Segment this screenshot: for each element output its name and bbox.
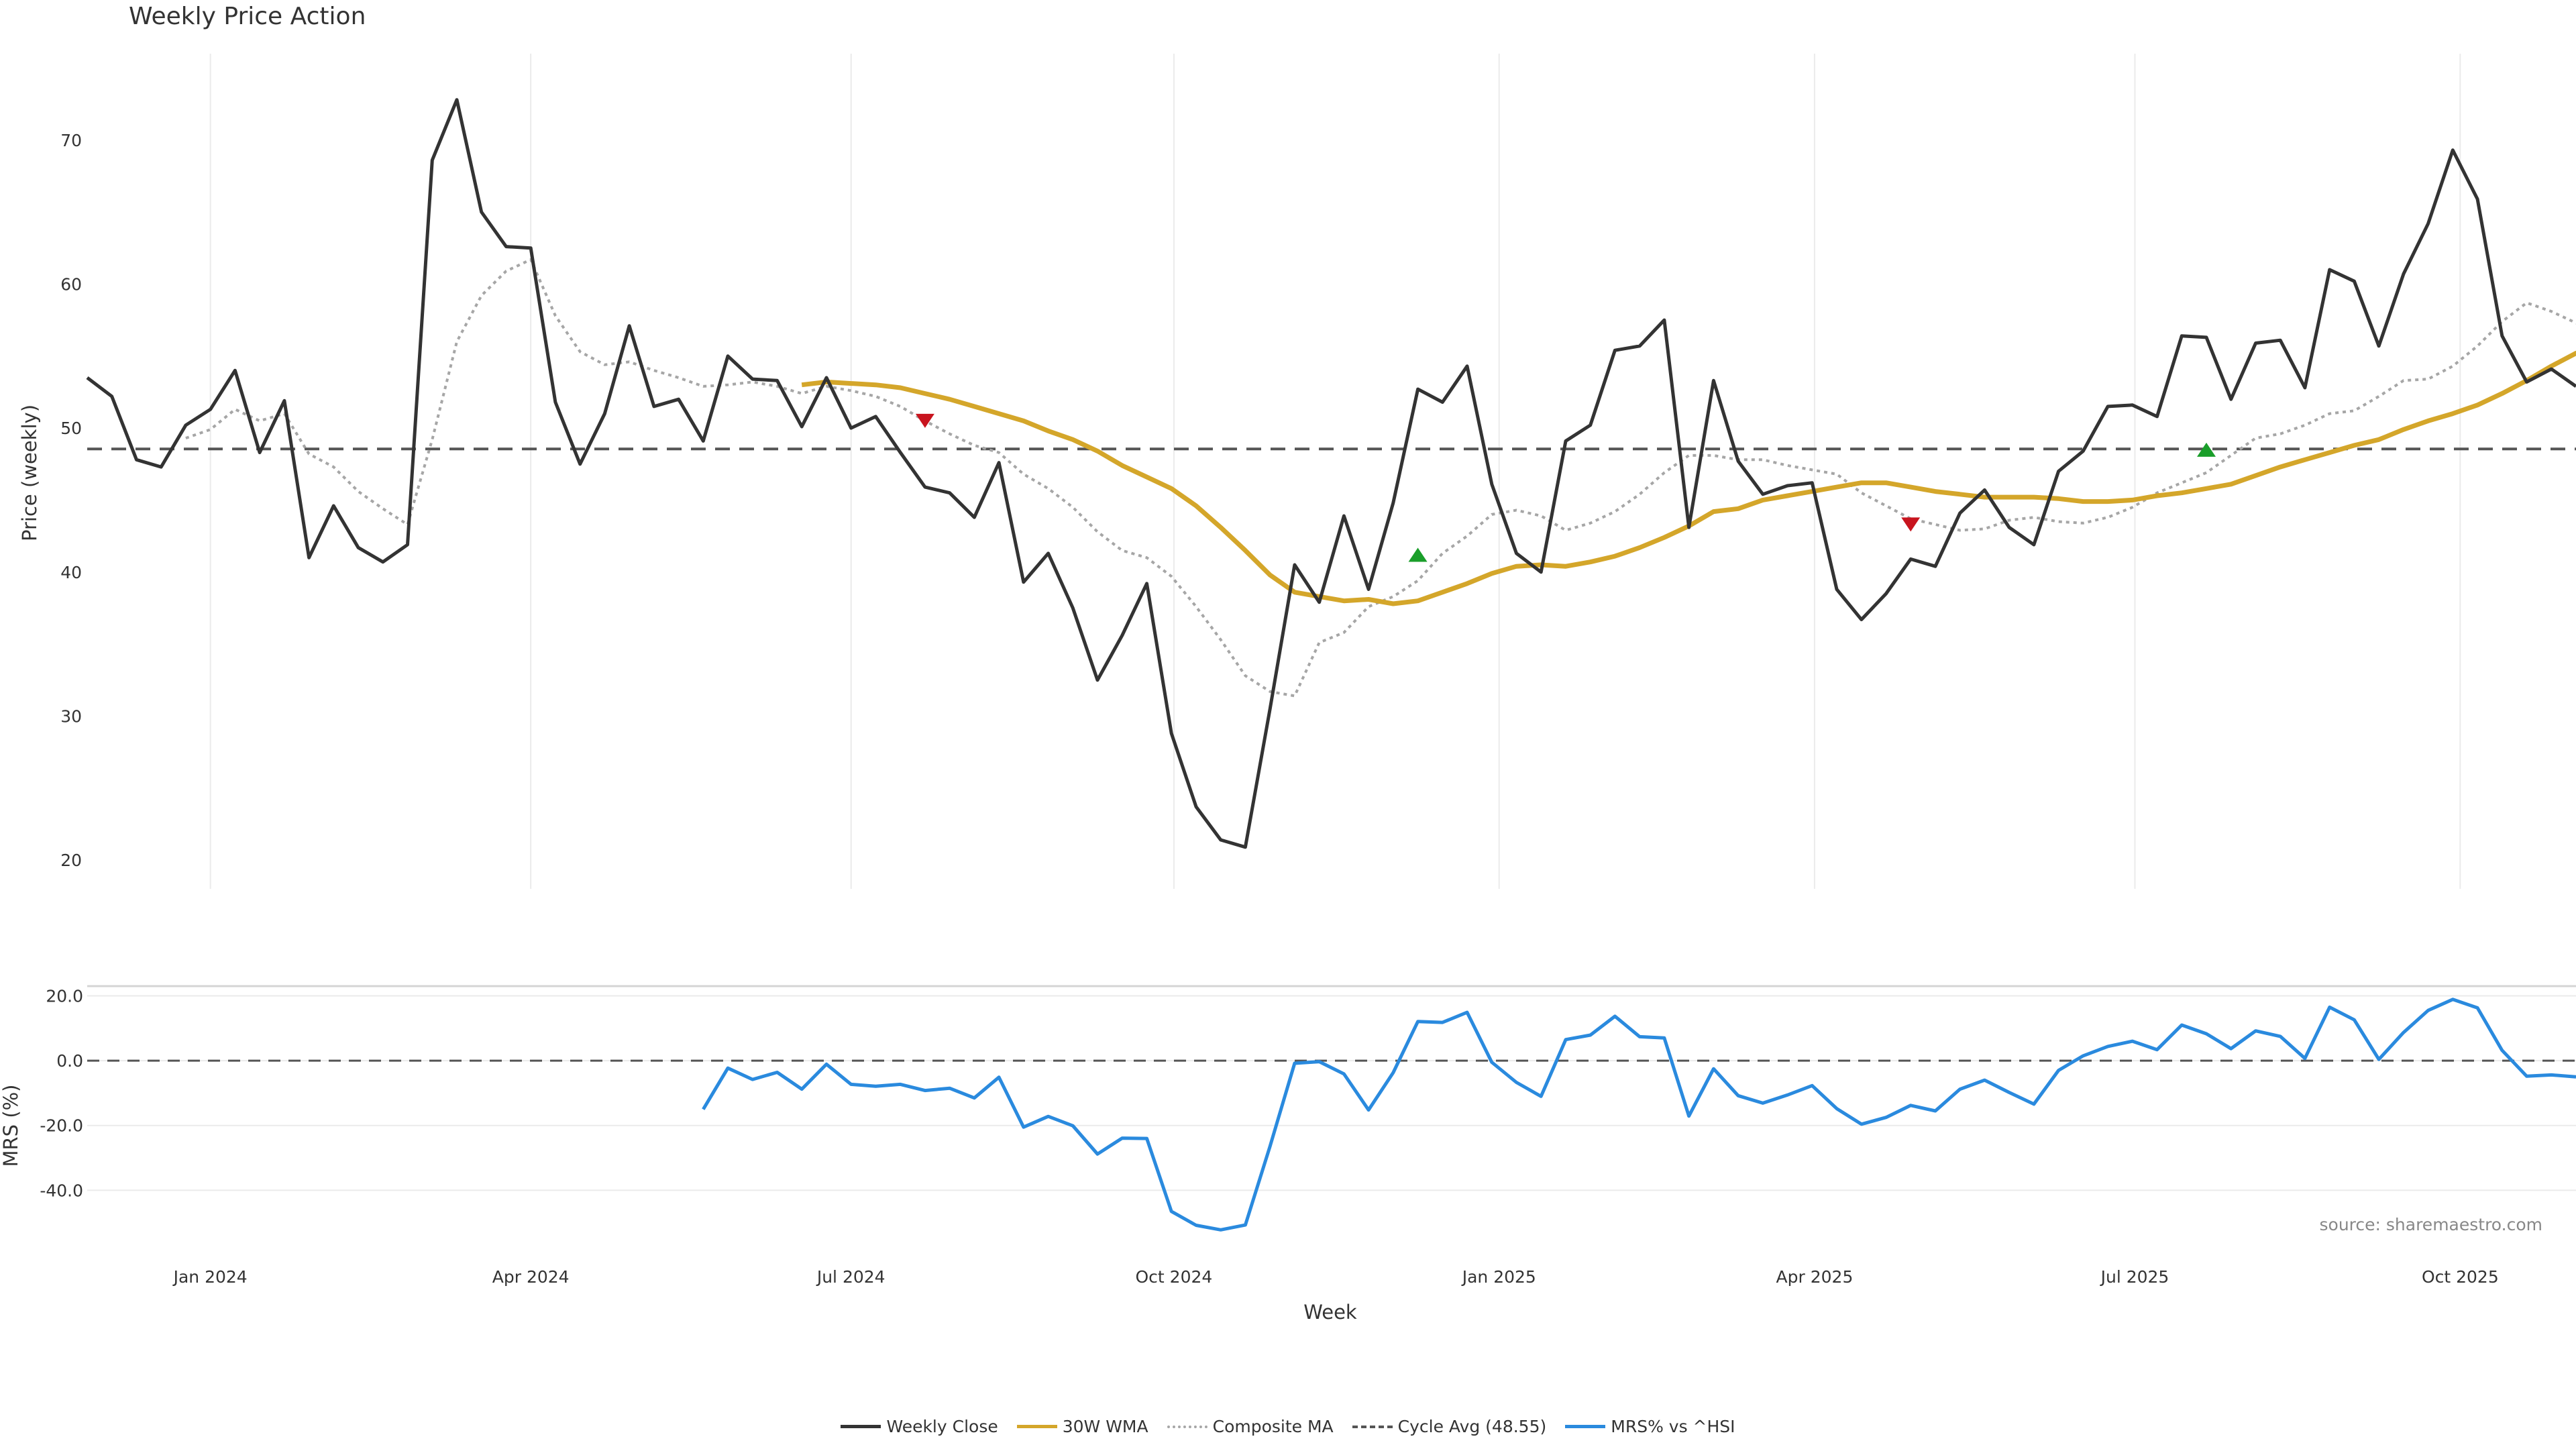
source-note: source: sharemaestro.com xyxy=(2320,1215,2543,1234)
mrs-y-axis-label: MRS (%) xyxy=(0,1085,22,1167)
chart-title: Weekly Price Action xyxy=(129,3,366,30)
price-y-tick-label: 40 xyxy=(60,563,82,582)
wma-30w-line xyxy=(801,350,2576,606)
legend-item: 30W WMA xyxy=(1016,1417,1148,1436)
legend-swatch xyxy=(1352,1425,1393,1428)
signal-down-marker xyxy=(1901,517,1921,532)
x-tick-label: Jan 2024 xyxy=(172,1267,248,1287)
mrs-y-tick-label: -20.0 xyxy=(40,1116,83,1136)
legend-swatch xyxy=(1167,1425,1208,1428)
x-tick-label: Jul 2024 xyxy=(816,1267,885,1287)
x-tick-label: Jan 2025 xyxy=(1461,1267,1536,1287)
x-tick-label: Jul 2025 xyxy=(2100,1267,2169,1287)
legend-label: Composite MA xyxy=(1212,1417,1334,1436)
x-tick-label: Oct 2024 xyxy=(1136,1267,1213,1287)
signal-up-marker xyxy=(2197,442,2216,457)
x-tick-label: Apr 2025 xyxy=(1776,1267,1854,1287)
legend-label: MRS% vs ^HSI xyxy=(1611,1417,1735,1436)
legend: Weekly Close 30W WMA Composite MA Cycle Avg… xyxy=(0,1417,2576,1436)
legend-label: Weekly Close xyxy=(886,1417,998,1436)
mrs-y-tick-label: -40.0 xyxy=(40,1181,83,1200)
legend-label: Cycle Avg (48.55) xyxy=(1397,1417,1547,1436)
price-y-axis-label: Price (weekly) xyxy=(18,405,41,541)
price-y-tick-label: 50 xyxy=(60,419,82,438)
legend-swatch xyxy=(1565,1425,1606,1428)
legend-item: MRS% vs ^HSI xyxy=(1565,1417,1735,1436)
legend-item: Weekly Close xyxy=(841,1417,998,1436)
legend-label: 30W WMA xyxy=(1062,1417,1148,1436)
signal-up-marker xyxy=(1408,547,1428,562)
price-y-tick-label: 70 xyxy=(60,131,82,150)
weekly-close-line xyxy=(86,98,2576,849)
x-tick-label: Apr 2024 xyxy=(492,1267,570,1287)
mrs-y-tick-label: 20.0 xyxy=(46,986,83,1006)
mrs-line xyxy=(702,998,2576,1232)
legend-item: Composite MA xyxy=(1167,1417,1334,1436)
composite-ma-line xyxy=(185,258,2576,698)
mrs-y-tick-label: 0.0 xyxy=(56,1051,83,1071)
signal-down-marker xyxy=(915,413,934,428)
legend-swatch xyxy=(841,1425,881,1428)
price-y-tick-label: 60 xyxy=(60,274,82,294)
price-y-tick-label: 20 xyxy=(60,851,82,870)
price-y-tick-label: 30 xyxy=(60,706,82,726)
legend-item: Cycle Avg (48.55) xyxy=(1352,1417,1547,1436)
x-tick-label: Oct 2025 xyxy=(2422,1267,2499,1287)
legend-swatch xyxy=(1016,1425,1057,1428)
x-axis-label: Week xyxy=(1303,1301,1357,1324)
